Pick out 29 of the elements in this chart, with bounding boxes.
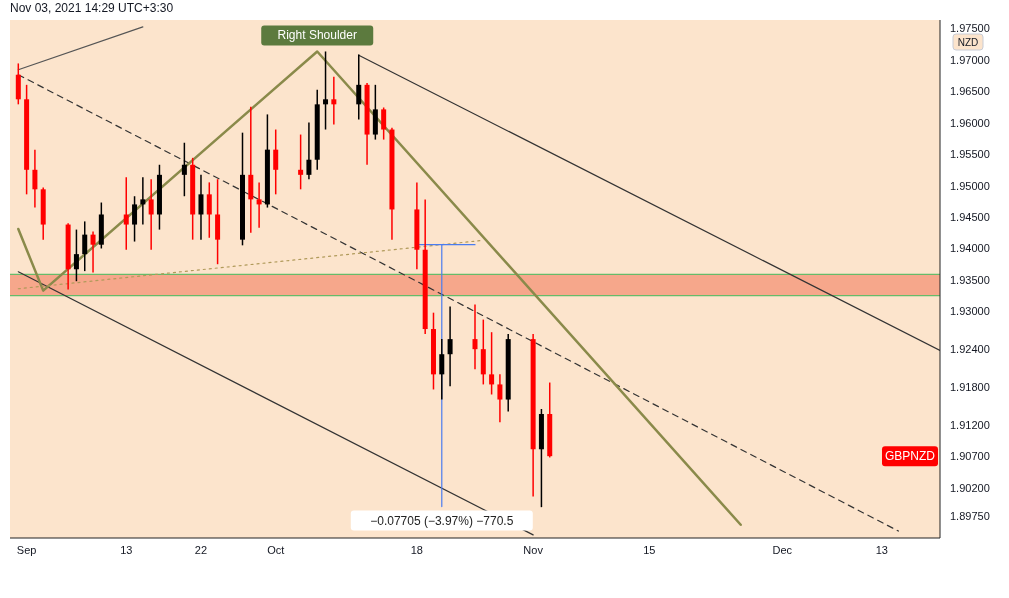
y-tick-label: 1.97000: [950, 53, 990, 66]
y-tick-label: 1.92400: [950, 343, 990, 356]
y-tick-label: 1.89750: [950, 509, 990, 522]
x-tick-label: Nov: [523, 544, 544, 556]
y-tick-label: 1.93500: [950, 273, 990, 286]
x-tick-label: Dec: [772, 544, 793, 556]
y-tick-label: 1.94500: [950, 211, 990, 223]
x-tick-label: 13: [120, 544, 133, 556]
x-tick-label: Sep: [16, 544, 37, 556]
y-tick-label: 1.94000: [950, 242, 990, 255]
y-tick-label: 1.96500: [950, 85, 990, 98]
x-tick-label: 13: [875, 544, 888, 556]
y-tick-label: 1.93000: [950, 305, 990, 318]
y-tick-label: 1.95500: [950, 148, 990, 161]
annotation: Right Shoulder: [277, 28, 357, 43]
y-axis-title: NZD: [957, 36, 979, 48]
y-tick-label: 1.96000: [950, 116, 990, 129]
x-tick-label: 15: [643, 544, 656, 556]
y-tick-label: 1.91200: [950, 418, 990, 431]
x-tick-label: 22: [194, 544, 208, 556]
y-tick-label: 1.97500: [950, 22, 990, 35]
x-tick-label: 18: [410, 544, 423, 556]
y-tick-label: 1.91800: [950, 380, 990, 393]
y-tick-label: 1.90200: [950, 481, 990, 494]
y-tick-label: 1.90700: [950, 450, 990, 463]
x-tick-label: Oct: [267, 544, 285, 556]
annotation: −0.07705 (−3.97%) −770.5: [370, 513, 514, 528]
y-tick-label: 1.95000: [950, 179, 990, 192]
chart-title: Nov 03, 2021 14:29 UTC+3:30: [10, 1, 174, 15]
